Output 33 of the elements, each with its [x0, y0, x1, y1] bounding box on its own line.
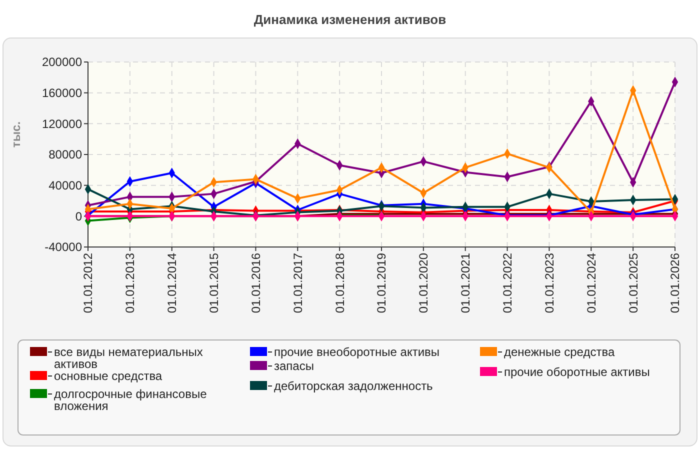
y-tick-label: 160000 [42, 86, 82, 100]
legend-label: основные средства [54, 369, 162, 383]
chart-title: Динамика изменения активов [254, 12, 446, 27]
x-tick-label: 01.01.2013 [123, 252, 138, 314]
x-tick-label: 01.01.2024 [584, 252, 598, 314]
y-tick-label: 120000 [42, 116, 82, 131]
y-tick-label: 80000 [48, 148, 82, 162]
point [378, 162, 385, 172]
x-tick-label: 01.01.2018 [332, 252, 347, 314]
y-tick-label: 0 [75, 209, 82, 224]
legend-label: прочие внеоборотные активы [274, 345, 440, 359]
point [672, 77, 678, 87]
legend-label: прочие оборотные активы [504, 365, 650, 379]
y-tick-label: 40000 [48, 178, 82, 193]
x-tick-label: 01.01.2017 [290, 252, 305, 314]
x-tick-label: 01.01.2012 [81, 252, 96, 314]
y-tick-label: -40000 [44, 240, 82, 254]
x-tick-label: 01.01.2016 [248, 252, 263, 314]
x-tick-label: 01.01.2014 [165, 252, 180, 314]
x-tick-label: 01.01.2020 [416, 252, 431, 314]
legend-label: дебиторская задолженность [274, 379, 433, 393]
x-tick-label: 01.01.2022 [500, 252, 514, 314]
x-tick-label: 01.01.2023 [542, 252, 556, 314]
legend-label: денежные средства [504, 345, 615, 359]
y-tick-label: 200000 [42, 55, 82, 70]
x-tick-label: 01.01.2021 [458, 252, 473, 314]
y-axis-title: тыс. [9, 121, 23, 148]
x-tick-label: 01.01.2026 [668, 252, 682, 314]
x-tick-label: 01.01.2019 [374, 252, 389, 314]
legend-label: запасы [274, 359, 314, 373]
x-tick-label: 01.01.2015 [206, 252, 221, 314]
x-tick-label: 01.01.2025 [626, 252, 640, 314]
legend-label: долгосрочные финансовые вложения [54, 387, 208, 413]
